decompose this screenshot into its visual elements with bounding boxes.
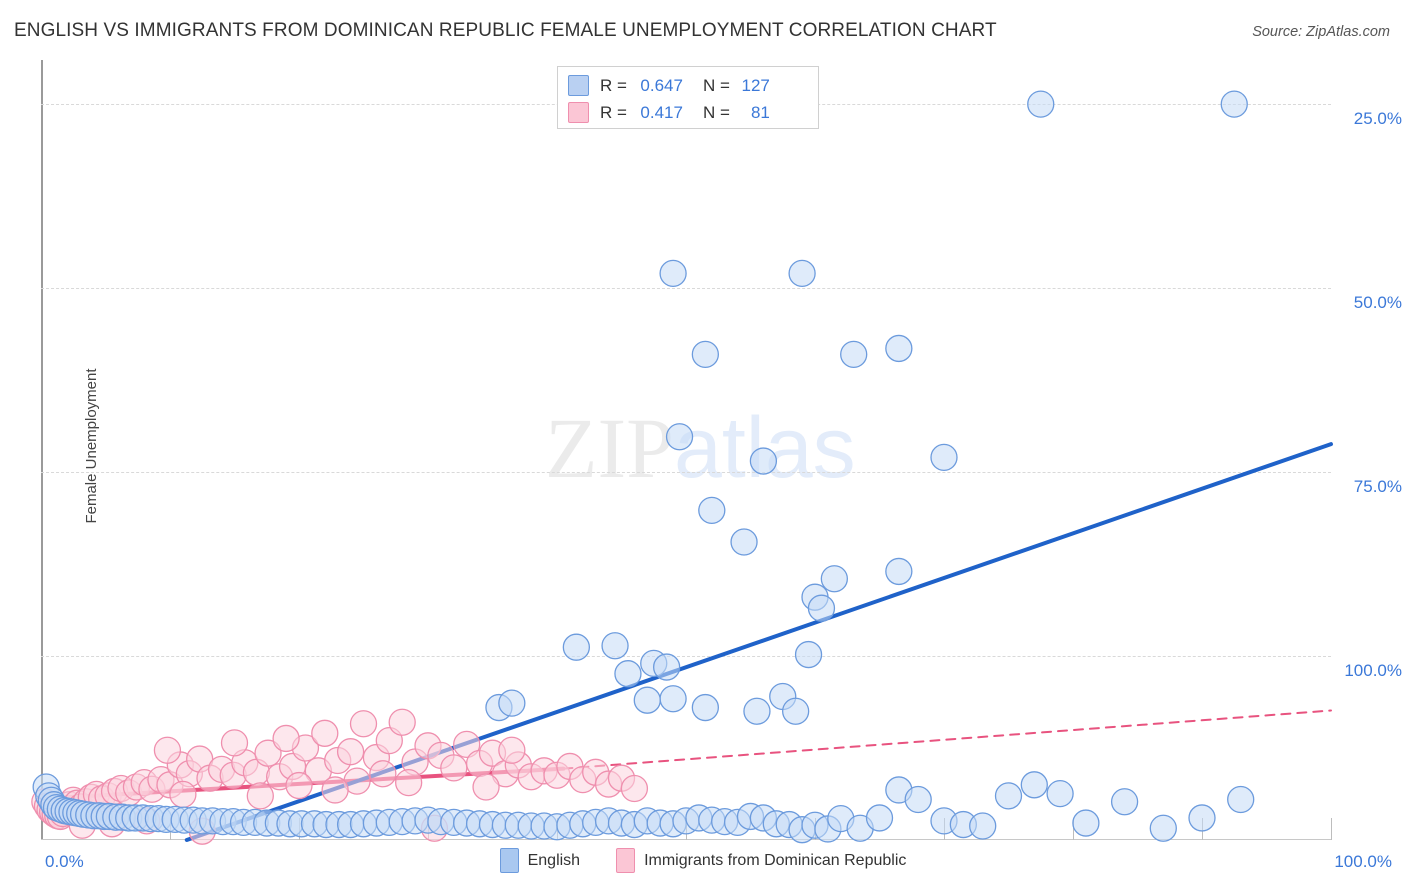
scatter-point-english [659,259,687,288]
scatter-point-immigrants [498,736,526,764]
stats-r-label-english: R = [600,75,627,95]
scatter-point-immigrants [169,780,197,809]
scatter-point-english [691,340,719,368]
y-tick-label-75: 50.0% [1353,293,1402,313]
scatter-points [31,90,1255,845]
scatter-point-immigrants [220,729,249,757]
scatter-point-english [633,686,661,714]
stats-swatch-immigrants [568,102,589,123]
scatter-point-english [807,594,836,622]
scatter-point-immigrants [285,771,313,800]
legend-label-english[interactable]: English [527,851,581,869]
scatter-point-english [788,259,816,288]
scatter-point-immigrants [349,710,378,738]
scatter-point-english [659,685,687,713]
scatter-point-english [498,689,526,717]
scatter-point-immigrants [453,730,481,758]
scatter-point-immigrants [440,754,468,782]
source-attribution: Source: ZipAtlas.com [1252,24,1390,40]
plot-area [31,60,1333,845]
y-tick-label-25: 100.0% [1344,661,1402,681]
scatter-point-english [665,423,694,451]
gridline-50 [41,472,1331,474]
scatter-point-english [930,443,958,472]
page-title: ENGLISH VS IMMIGRANTS FROM DOMINICAN REP… [14,20,997,41]
stats-row-immigrants: R = 0.417 N = 81 [568,99,808,126]
scatter-point-english [601,632,629,660]
scatter-point-english [969,812,997,840]
scatter-point-english [562,633,590,661]
scatter-point-english [1149,814,1177,842]
scatter-point-english [885,334,913,363]
scatter-point-immigrants [472,773,500,801]
scatter-point-english [1227,785,1255,814]
scatter-point-english [865,804,894,832]
stats-r-value-immigrants: 0.417 [640,102,683,122]
scatter-point-english [1020,771,1048,799]
legend-swatch-english[interactable] [499,848,519,873]
scatter-point-immigrants [369,760,397,788]
x-tick-80 [1073,818,1074,840]
scatter-point-english [743,697,771,725]
trendline-immigrants-dashed [562,709,1332,770]
scatter-point-english [994,782,1023,810]
stats-swatch-english [568,75,589,96]
scatter-point-english [1188,804,1216,832]
gridline-75 [41,288,1331,290]
stats-r-label-immigrants: R = [600,102,627,122]
x-axis-max-label: 100.0% [1334,852,1392,871]
scatter-point-english [730,528,758,556]
scatter-point-immigrants [272,724,300,753]
scatter-point-english [1072,809,1100,837]
scatter-point-english [691,693,719,722]
scatter-point-immigrants [336,738,365,766]
stats-n-value-immigrants: 81 [750,102,770,122]
scatter-point-immigrants [254,739,282,767]
scatter-point-english [698,496,726,524]
stats-r-value-english: 0.647 [640,75,683,95]
scatter-point-english [749,447,778,475]
scatter-point-english [614,660,642,688]
scatter-point-english [794,640,823,669]
scatter-point-immigrants [153,736,182,764]
scatter-point-english [1220,90,1248,118]
scatter-point-immigrants [246,782,274,810]
x-tick-100 [1331,818,1332,840]
scatter-point-english [885,557,913,586]
x-axis-min-label: 0.0% [45,852,84,871]
scatter-point-english [782,697,810,725]
scatter-point-english [653,653,681,681]
scatter-point-english [840,340,868,368]
y-tick-label-50: 75.0% [1353,477,1402,497]
scatter-point-english [1110,788,1139,816]
scatter-point-english [1046,779,1074,808]
legend-label-immigrants[interactable]: Immigrants from Dominican Republic [644,851,907,869]
scatter-point-english [904,785,932,814]
scatter-point-immigrants [388,708,416,736]
stats-n-label-immigrants: N = [702,102,730,122]
scatter-point-english [820,565,848,593]
y-axis-line [41,60,43,840]
scatter-point-english [1027,90,1055,118]
scatter-point-immigrants [394,768,423,797]
gridline-25 [41,656,1331,658]
correlation-stats-box: R = 0.647 N = 127 R = 0.417 N = 81 [557,66,819,129]
stats-n-value-english: 127 [741,75,770,95]
scatter-point-immigrants [620,774,649,803]
series-legend: English Immigrants from Dominican Republ… [0,848,1406,873]
scatter-point-immigrants [321,776,349,804]
legend-swatch-immigrants[interactable] [616,848,636,873]
scatter-point-immigrants [311,719,339,747]
stats-n-label-english: N = [702,75,730,95]
stats-row-english: R = 0.647 N = 127 [568,72,808,99]
y-tick-label-100: 25.0% [1353,109,1402,129]
